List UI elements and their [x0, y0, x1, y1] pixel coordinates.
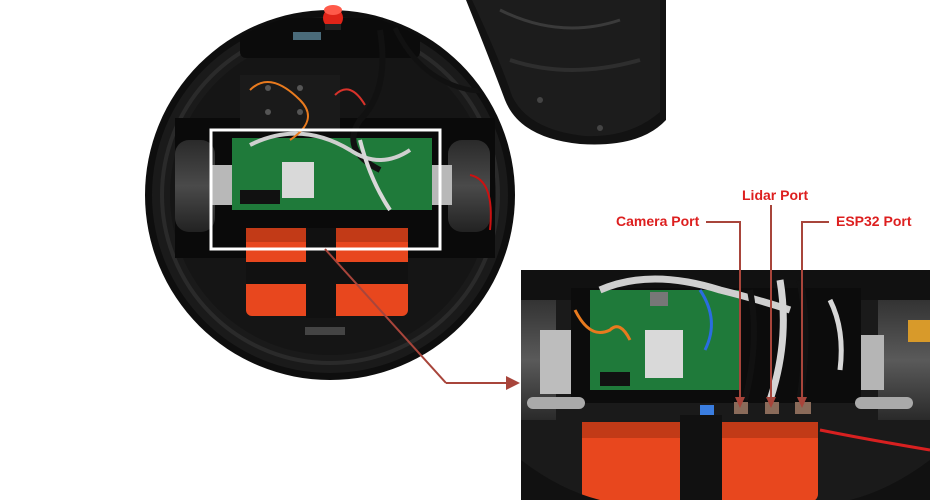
lidar-port-label: Lidar Port	[742, 187, 809, 203]
camera-port-leader	[706, 221, 745, 408]
esp32-port-leader	[797, 221, 829, 408]
zoomed-inset-photo	[521, 270, 930, 500]
camera-port-label: Camera Port	[616, 213, 700, 229]
robot-body-photo	[145, 5, 515, 380]
robot-lid-photo	[466, 0, 666, 145]
esp32-port-label: ESP32 Port	[836, 213, 912, 229]
zoom-arrow	[324, 248, 520, 390]
lidar-port-leader	[766, 205, 776, 408]
